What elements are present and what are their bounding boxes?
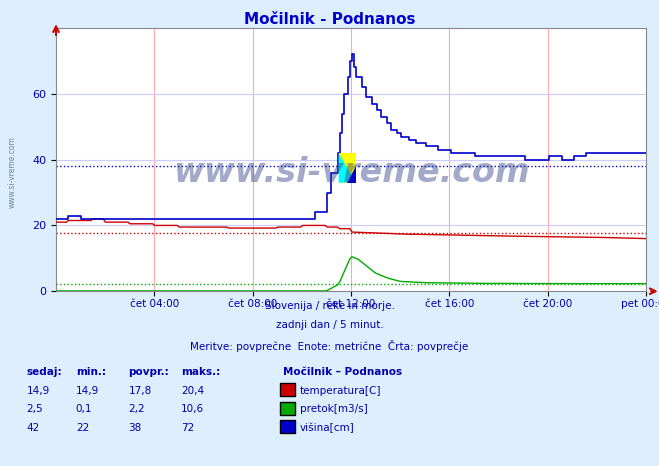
- Text: temperatura[C]: temperatura[C]: [300, 386, 382, 396]
- Text: maks.:: maks.:: [181, 367, 221, 377]
- Text: min.:: min.:: [76, 367, 106, 377]
- Text: 42: 42: [26, 423, 40, 433]
- Text: Meritve: povprečne  Enote: metrične  Črta: povprečje: Meritve: povprečne Enote: metrične Črta:…: [190, 340, 469, 352]
- Text: 14,9: 14,9: [76, 386, 99, 396]
- Text: 20,4: 20,4: [181, 386, 204, 396]
- Text: sedaj:: sedaj:: [26, 367, 62, 377]
- Text: Slovenija / reke in morje.: Slovenija / reke in morje.: [264, 301, 395, 310]
- Text: 17,8: 17,8: [129, 386, 152, 396]
- Text: 2,5: 2,5: [26, 404, 43, 414]
- Text: pretok[m3/s]: pretok[m3/s]: [300, 404, 368, 414]
- Text: 38: 38: [129, 423, 142, 433]
- Text: 0,1: 0,1: [76, 404, 92, 414]
- Text: višina[cm]: višina[cm]: [300, 423, 355, 433]
- Polygon shape: [339, 153, 356, 183]
- Text: www.si-vreme.com: www.si-vreme.com: [173, 156, 529, 189]
- Text: 22: 22: [76, 423, 89, 433]
- Text: zadnji dan / 5 minut.: zadnji dan / 5 minut.: [275, 320, 384, 330]
- Bar: [339, 153, 356, 183]
- Text: 2,2: 2,2: [129, 404, 145, 414]
- Text: Močilnik – Podnanos: Močilnik – Podnanos: [283, 367, 403, 377]
- Text: 72: 72: [181, 423, 194, 433]
- Text: www.si-vreme.com: www.si-vreme.com: [8, 137, 17, 208]
- Text: 10,6: 10,6: [181, 404, 204, 414]
- Text: 14,9: 14,9: [26, 386, 49, 396]
- Text: Močilnik - Podnanos: Močilnik - Podnanos: [244, 12, 415, 27]
- Text: povpr.:: povpr.:: [129, 367, 169, 377]
- Polygon shape: [347, 166, 356, 183]
